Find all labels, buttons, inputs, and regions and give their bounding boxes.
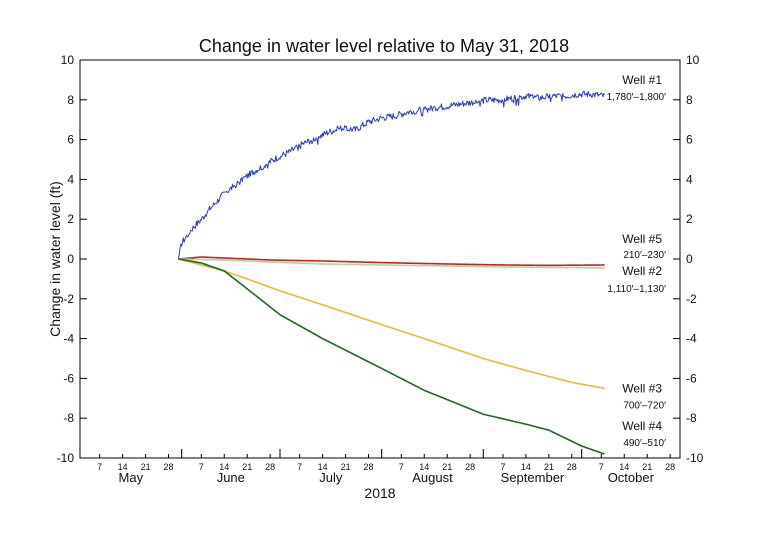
- x-day-tick-label-1: 14: [118, 462, 128, 472]
- series-line-3: [178, 258, 605, 269]
- x-day-tick-label-4: 7: [199, 462, 204, 472]
- x-month-label-2: July: [319, 470, 343, 485]
- x-day-tick-label-5: 14: [219, 462, 229, 472]
- y-tick-label-right-8: 6: [686, 133, 693, 147]
- x-day-tick-label-14: 21: [442, 462, 452, 472]
- y-tick-label-left-6: 2: [67, 212, 74, 226]
- y-tick-label-right-3: -4: [686, 332, 697, 346]
- y-axis-label: Change in water level (ft): [47, 181, 63, 337]
- x-day-tick-label-10: 21: [341, 462, 351, 472]
- y-tick-label-left-2: -6: [63, 371, 74, 385]
- chart-title: Change in water level relative to May 31…: [199, 36, 569, 56]
- x-day-tick-label-15: 28: [465, 462, 475, 472]
- y-tick-label-right-6: 2: [686, 212, 693, 226]
- x-month-label-4: September: [501, 470, 565, 485]
- y-tick-label-right-1: -8: [686, 411, 697, 425]
- x-day-tick-label-7: 28: [265, 462, 275, 472]
- series-depth-3: 1,110′–1,130′: [607, 284, 666, 295]
- x-day-tick-label-2: 21: [141, 462, 151, 472]
- y-tick-label-left-10: 10: [61, 53, 75, 67]
- series-label-4: Well #3: [622, 381, 662, 395]
- series-line-4: [178, 258, 605, 390]
- x-day-tick-label-22: 21: [642, 462, 652, 472]
- x-day-tick-label-13: 14: [419, 462, 429, 472]
- y-tick-label-right-9: 8: [686, 93, 693, 107]
- x-day-tick-label-16: 7: [500, 462, 505, 472]
- plot-frame: [79, 59, 681, 459]
- x-day-tick-label-20: 7: [599, 462, 604, 472]
- series-depth-5: 490′–510′: [623, 438, 666, 449]
- y-tick-label-left-3: -4: [63, 332, 74, 346]
- y-axis-ticks: -10 -10 -8 -8 -6 -6 -4 -4 -2 -2 0 0 2 2 4 4 6 6 8 8 10 10: [57, 53, 704, 465]
- series-label-5: Well #4: [622, 419, 662, 433]
- series-label-3: Well #2: [622, 264, 662, 278]
- x-month-label-0: May: [119, 470, 144, 485]
- y-tick-label-right-5: 0: [686, 252, 693, 266]
- x-axis-ticks: 7 14 21 28 7 14 21 28 7 14 21 28 7 14 21 28 7 14 21 28 7 14 21…: [97, 449, 675, 485]
- y-tick-label-right-4: -2: [686, 292, 697, 306]
- y-tick-label-left-9: 8: [67, 93, 74, 107]
- x-day-tick-label-17: 14: [521, 462, 531, 472]
- x-day-tick-label-18: 21: [544, 462, 554, 472]
- x-day-tick-label-6: 21: [242, 462, 252, 472]
- x-axis-label: 2018: [364, 485, 395, 501]
- series-depth-1: 1,780′–1,800′: [607, 92, 666, 103]
- y-tick-label-left-4: -2: [63, 292, 74, 306]
- y-tick-label-right-0: -10: [686, 451, 704, 465]
- series-line-5: [178, 258, 605, 455]
- x-day-tick-label-21: 14: [619, 462, 629, 472]
- y-tick-label-left-0: -10: [57, 451, 75, 465]
- x-day-tick-label-3: 28: [164, 462, 174, 472]
- x-month-label-5: October: [608, 470, 655, 485]
- series-label-1: Well #1: [622, 73, 662, 87]
- series-line-1: [177, 90, 605, 260]
- y-tick-label-left-5: 0: [67, 252, 74, 266]
- x-day-tick-label-9: 14: [318, 462, 328, 472]
- y-tick-label-right-7: 4: [686, 172, 693, 186]
- series-lines: [177, 90, 605, 455]
- x-day-tick-label-23: 28: [665, 462, 675, 472]
- y-tick-label-left-1: -8: [63, 411, 74, 425]
- series-line-2: [178, 256, 605, 267]
- series-depth-2: 210′–230′: [623, 250, 666, 261]
- x-day-tick-label-8: 7: [297, 462, 302, 472]
- x-month-label-3: August: [412, 470, 453, 485]
- x-day-tick-label-12: 7: [399, 462, 404, 472]
- x-day-tick-label-11: 28: [364, 462, 374, 472]
- x-day-tick-label-0: 7: [97, 462, 102, 472]
- y-tick-label-left-7: 4: [67, 172, 74, 186]
- y-tick-label-right-10: 10: [686, 53, 700, 67]
- x-day-tick-label-19: 28: [567, 462, 577, 472]
- y-tick-label-right-2: -6: [686, 371, 697, 385]
- y-tick-label-left-8: 6: [67, 133, 74, 147]
- series-depth-4: 700′–720′: [623, 400, 666, 411]
- series-label-2: Well #5: [622, 232, 662, 246]
- series-labels: Well #1 1,780′–1,800′ Well #5 210′–230′ Well…: [607, 73, 666, 449]
- x-month-label-1: June: [217, 470, 245, 485]
